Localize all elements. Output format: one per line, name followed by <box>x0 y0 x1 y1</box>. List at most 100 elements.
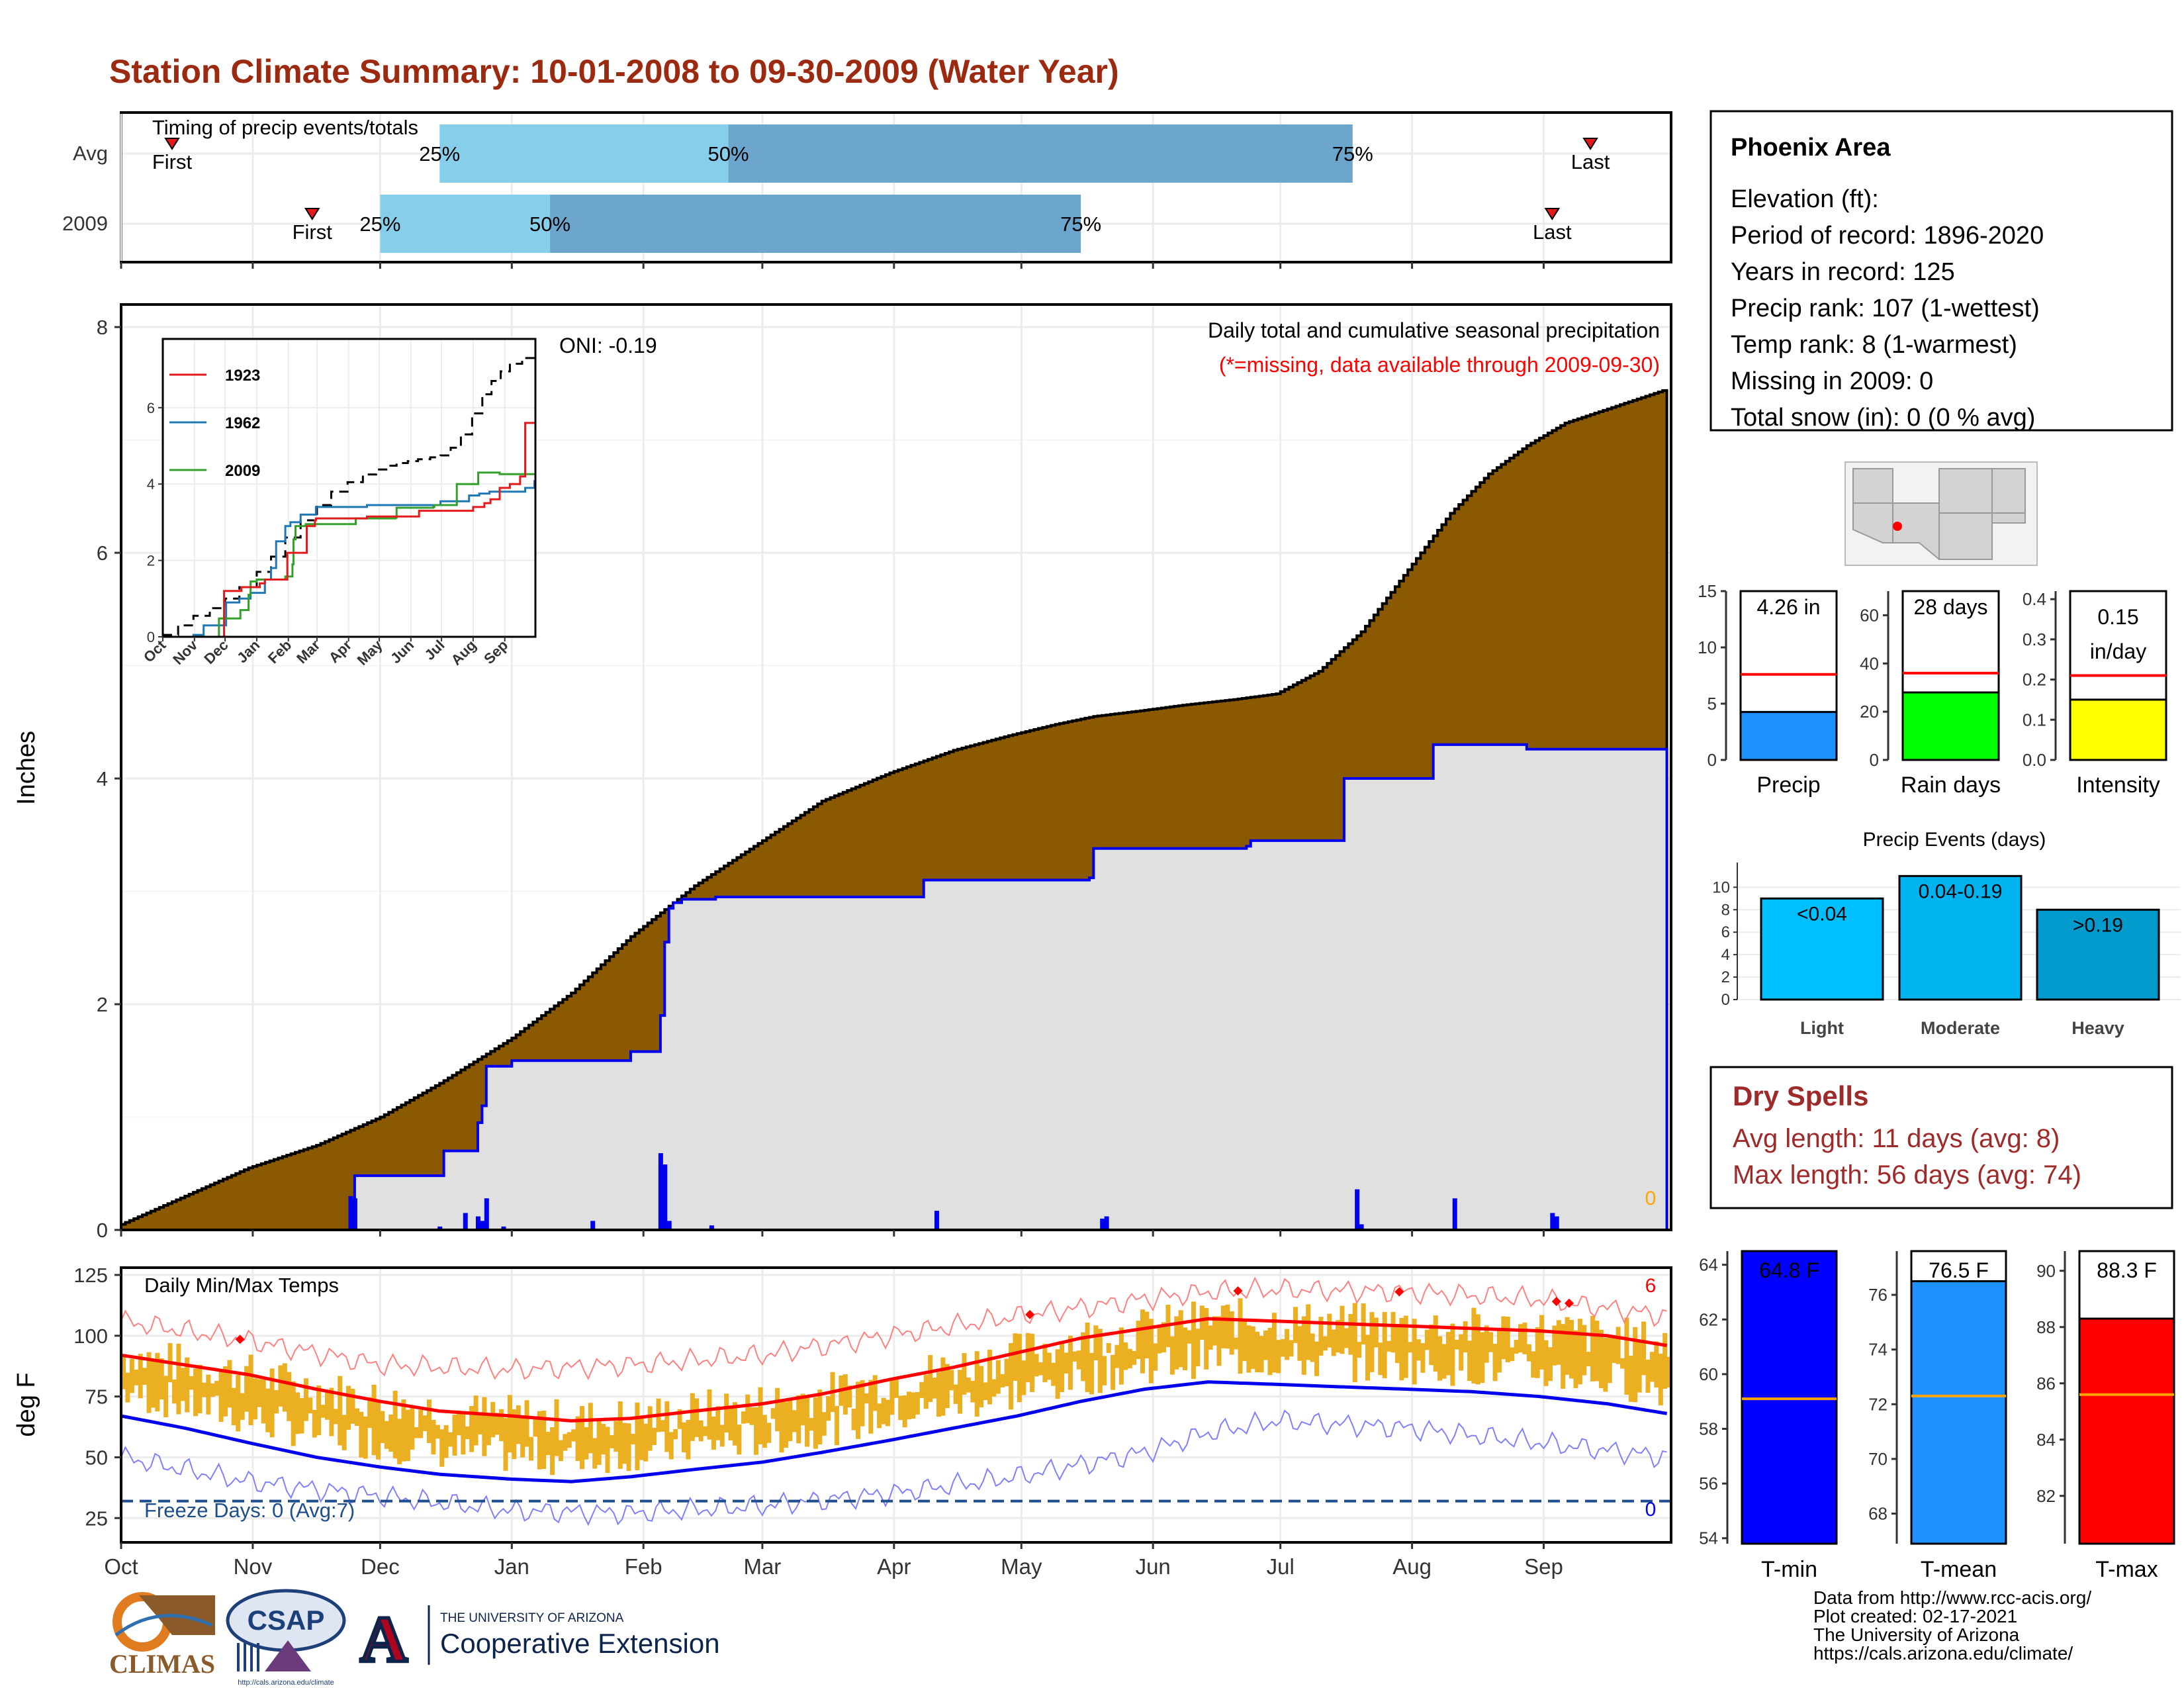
temp-daily-bar <box>1441 1344 1447 1379</box>
precip-y-tick-label: 0 <box>97 1219 108 1242</box>
temp-bar-tick-label: 76 <box>1868 1285 1888 1305</box>
temp-daily-bar <box>1450 1323 1455 1386</box>
temp-daily-bar <box>1136 1321 1141 1359</box>
mini-bar-value-line: in/day <box>2090 639 2146 663</box>
events-bar-value: >0.19 <box>2073 914 2123 936</box>
temp-daily-bar <box>503 1418 508 1471</box>
mini-bar-label: Intensity <box>2076 773 2160 798</box>
temp-daily-bar <box>1514 1339 1519 1354</box>
temp-daily-bar <box>1582 1325 1587 1376</box>
temp-daily-bar <box>779 1399 784 1453</box>
daily-precip-bar <box>590 1221 596 1230</box>
temp-daily-bar <box>1467 1340 1473 1382</box>
temp-daily-bar <box>1276 1340 1281 1374</box>
temp-daily-bar <box>958 1370 963 1414</box>
events-bar <box>1898 874 2023 1001</box>
ua-logo: A THE UNIVERSITY OF ARIZONA Cooperative … <box>358 1601 719 1678</box>
temp-daily-bar <box>1645 1359 1651 1393</box>
mini-bar-label: Precip <box>1756 773 1820 798</box>
temp-daily-bar <box>134 1370 139 1385</box>
temp-daily-bar <box>1060 1342 1065 1392</box>
temp-bar-tick-label: 72 <box>1868 1394 1888 1414</box>
temp-daily-bar <box>1255 1331 1260 1373</box>
temp-daily-bar <box>1412 1319 1417 1385</box>
temp-daily-bar <box>1285 1329 1290 1360</box>
temp-daily-bar <box>1115 1344 1120 1368</box>
temp-daily-bar <box>138 1354 143 1399</box>
temp-daily-bar <box>1034 1354 1039 1377</box>
temp-daily-bar <box>635 1402 640 1471</box>
mini-bar <box>2069 698 2167 761</box>
temp-daily-bar <box>121 1355 126 1389</box>
temp-daily-bar <box>626 1423 631 1472</box>
temp-daily-bar <box>1565 1317 1570 1375</box>
temp-daily-bar <box>320 1405 326 1418</box>
temp-daily-bar <box>236 1374 241 1432</box>
temp-daily-bar <box>842 1374 848 1415</box>
footer-line: Plot created: 02-17-2021 <box>1813 1606 2017 1626</box>
temp-daily-bar <box>864 1393 869 1404</box>
temp-bar-tick-label: 86 <box>2036 1374 2056 1393</box>
temp-daily-bar <box>252 1378 257 1420</box>
temp-daily-bar <box>1649 1352 1655 1382</box>
temp-daily-bar <box>1336 1320 1341 1353</box>
temp-daily-bar <box>983 1382 988 1401</box>
temp-daily-bar <box>1327 1313 1332 1348</box>
temp-daily-bar <box>1340 1305 1345 1354</box>
temp-daily-bar <box>528 1436 533 1461</box>
temp-daily-bar <box>860 1380 865 1427</box>
temp-daily-bar <box>439 1429 445 1467</box>
temp-daily-bar <box>1085 1322 1090 1392</box>
temp-daily-bar <box>788 1400 793 1442</box>
temp-daily-bar <box>1111 1354 1116 1390</box>
temp-daily-bar <box>1390 1311 1396 1353</box>
temp-daily-bar <box>125 1372 130 1403</box>
temp-daily-bar <box>1009 1342 1014 1410</box>
temp-daily-bar <box>1025 1333 1030 1383</box>
temp-daily-bar <box>1289 1340 1294 1357</box>
temp-daily-bar <box>257 1379 262 1407</box>
temp-daily-bar <box>563 1434 568 1451</box>
mini-bar-tick-label: 0.1 <box>2023 710 2046 729</box>
temp-daily-bar <box>1463 1321 1468 1353</box>
temp-daily-bar <box>201 1382 206 1397</box>
month-label: Jun <box>1136 1554 1171 1579</box>
timing-label: Timing of precip events/totals <box>152 116 418 139</box>
temp-daily-bar <box>1594 1321 1600 1382</box>
temp-daily-bar <box>792 1410 797 1432</box>
temp-daily-bar <box>911 1392 916 1419</box>
temp-daily-bar <box>1603 1338 1608 1392</box>
temp-daily-bar <box>605 1427 610 1474</box>
temp-daily-bar <box>244 1366 250 1412</box>
temp-daily-bar <box>333 1409 338 1425</box>
temp-daily-bar <box>214 1381 220 1396</box>
temp-daily-bar <box>1000 1374 1005 1388</box>
temp-daily-bar <box>222 1366 228 1417</box>
temp-daily-bar <box>537 1411 542 1470</box>
temp-daily-bar <box>737 1425 742 1455</box>
temp-daily-bar <box>749 1407 754 1425</box>
temp-daily-bars <box>121 1298 1672 1476</box>
temp-bar-tick-label: 58 <box>1699 1419 1718 1439</box>
precip-events-chart: Precip Events (days) 0 2 4 6 8 10 <0.04 Light 0.… <box>1712 829 2181 1038</box>
temp-daily-bar <box>851 1409 856 1430</box>
temp-daily-bar <box>1123 1342 1128 1370</box>
temp-daily-bar <box>1157 1326 1162 1354</box>
daily-precip-bar <box>501 1226 506 1230</box>
ua-logo-letter: A <box>360 1603 408 1676</box>
temp-daily-bar <box>1250 1326 1255 1369</box>
temp-daily-bar <box>664 1401 670 1452</box>
mini-bar <box>1901 691 2000 761</box>
mini-bar-value: 0.15 in/day <box>2090 605 2146 663</box>
temp-daily-bar <box>1042 1343 1048 1383</box>
temp-y-tick-label: 25 <box>85 1507 108 1530</box>
temp-bar-tick-label: 74 <box>1868 1340 1888 1360</box>
temp-daily-bar <box>490 1401 496 1438</box>
temp-daily-bar <box>1373 1317 1379 1348</box>
temp-daily-bar <box>1093 1325 1099 1360</box>
temp-daily-bar <box>1021 1360 1026 1395</box>
temp-daily-bar <box>477 1415 482 1434</box>
temp-daily-bar <box>1174 1316 1179 1370</box>
daily-precip-bar <box>934 1211 939 1230</box>
daily-precip-bar <box>1355 1189 1360 1230</box>
